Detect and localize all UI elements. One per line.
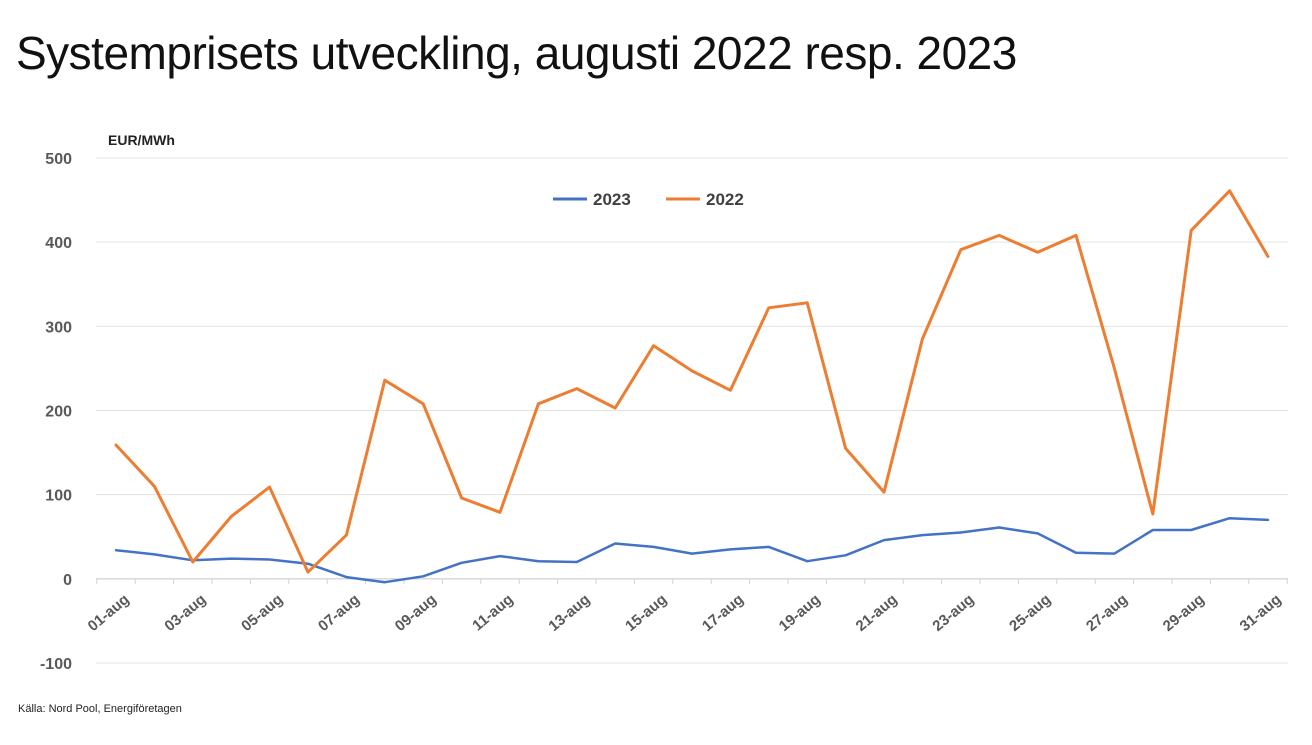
x-tick-label: 11-aug — [469, 591, 516, 635]
x-tick-label: 19-aug — [776, 591, 824, 635]
y-axis-label: EUR/MWh — [108, 132, 175, 148]
y-tick-label: 100 — [45, 488, 72, 505]
series-line-2022 — [114, 189, 1270, 574]
y-tick-label: 500 — [45, 151, 72, 168]
x-tick-label: 03-aug — [161, 591, 209, 635]
source-note: Källa: Nord Pool, Energiföretagen — [18, 703, 182, 715]
y-tick-label: 200 — [45, 404, 72, 421]
y-tick-label: 300 — [45, 319, 72, 336]
series-line-2023 — [114, 516, 1270, 584]
x-tick-label: 27-aug — [1083, 591, 1131, 635]
x-tick-label: 13-aug — [545, 591, 593, 635]
x-tick-label: 21-aug — [853, 591, 901, 635]
slide-title: Systemprisets utveckling, augusti 2022 r… — [16, 27, 1017, 79]
legend-label-2022: 2022 — [706, 190, 744, 209]
x-tick-label: 15-aug — [622, 591, 670, 635]
x-tick-label: 31-aug — [1237, 591, 1285, 635]
y-tick-label: 400 — [45, 235, 72, 252]
x-tick-label: 07-aug — [315, 591, 363, 635]
x-tick-label: 09-aug — [392, 591, 440, 635]
x-tick-label: 25-aug — [1006, 591, 1054, 635]
y-tick-label: 0 — [63, 572, 72, 589]
x-tick-label: 17-aug — [699, 591, 747, 635]
y-tick-label: -100 — [40, 656, 72, 673]
legend-label-2023: 2023 — [593, 190, 631, 209]
x-tick-label: 29-aug — [1160, 591, 1208, 635]
x-tick-label: 05-aug — [238, 591, 286, 635]
x-tick-label: 23-aug — [929, 591, 977, 635]
x-tick-label: 01-aug — [85, 591, 133, 635]
